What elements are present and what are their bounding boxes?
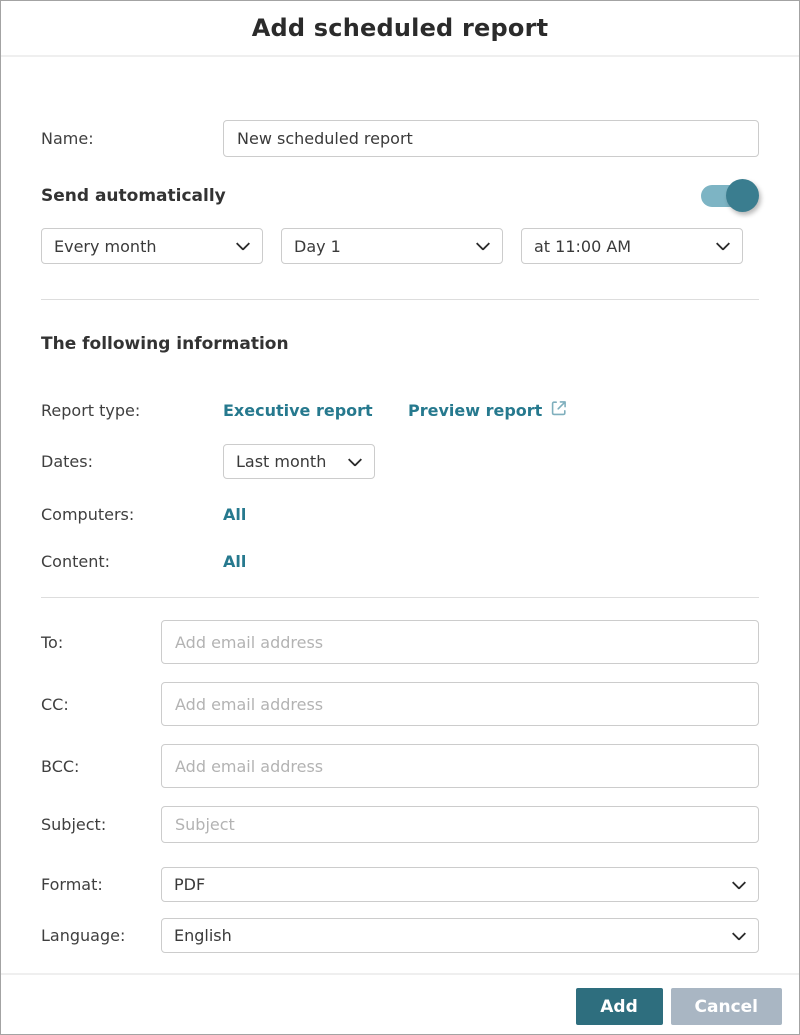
preview-report-label: Preview report [408,400,543,420]
day-select-wrap: Day 1 [281,228,503,264]
cc-row: CC: [41,682,759,726]
section-divider [41,299,759,300]
cancel-button[interactable]: Cancel [670,988,782,1025]
language-row: Language: English [41,918,759,953]
bcc-label: BCC: [41,756,80,776]
cc-label: CC: [41,694,69,714]
format-label: Format: [41,875,103,894]
page-title: Add scheduled report [251,14,549,42]
footer-divider [1,973,799,975]
dialog-footer: Add Cancel [1,975,799,1034]
day-select[interactable]: Day 1 [281,228,503,264]
computers-all-link[interactable]: All [223,504,247,524]
name-label: Name: [41,129,94,148]
report-type-link[interactable]: Executive report [223,400,373,420]
dialog-content: Name: Send automatically Every month Day… [1,57,799,953]
dialog-header: Add scheduled report [1,1,799,57]
content-row: Content: All [41,551,759,571]
following-information-heading: The following information [41,334,289,354]
toggle-knob [726,179,759,212]
dates-select[interactable]: Last month [223,444,375,479]
time-select-wrap: at 11:00 AM [521,228,743,264]
to-input[interactable] [161,620,759,664]
format-select-wrap: PDF [161,867,759,902]
language-select[interactable]: English [161,918,759,953]
subject-input[interactable] [161,806,759,843]
section-divider [41,597,759,598]
frequency-select-wrap: Every month [41,228,263,264]
name-input[interactable] [223,120,759,157]
frequency-select[interactable]: Every month [41,228,263,264]
report-type-label: Report type: [41,400,141,420]
send-automatically-label: Send automatically [41,186,226,206]
content-label: Content: [41,551,111,571]
time-select[interactable]: at 11:00 AM [521,228,743,264]
preview-report-link[interactable]: Preview report [408,399,568,421]
dates-row: Dates: Last month [41,444,759,479]
to-row: To: [41,620,759,664]
subject-label: Subject: [41,815,107,834]
content-all-link[interactable]: All [223,551,247,571]
name-row: Name: [41,120,759,157]
bcc-row: BCC: [41,744,759,788]
format-row: Format: PDF [41,867,759,902]
bcc-input[interactable] [161,744,759,788]
send-automatically-toggle[interactable] [701,179,759,213]
external-link-icon [550,399,568,421]
add-button[interactable]: Add [575,988,663,1025]
to-label: To: [41,632,64,652]
computers-label: Computers: [41,504,135,524]
report-type-row: Report type: Executive report Preview re… [41,398,759,422]
language-label: Language: [41,926,126,945]
schedule-row: Every month Day 1 at 11:00 AM [41,228,759,264]
send-automatically-row: Send automatically [41,179,759,213]
dates-select-wrap: Last month [223,444,375,479]
format-select[interactable]: PDF [161,867,759,902]
computers-row: Computers: All [41,504,759,524]
dates-label: Dates: [41,452,93,471]
subject-row: Subject: [41,806,759,843]
language-select-wrap: English [161,918,759,953]
cc-input[interactable] [161,682,759,726]
